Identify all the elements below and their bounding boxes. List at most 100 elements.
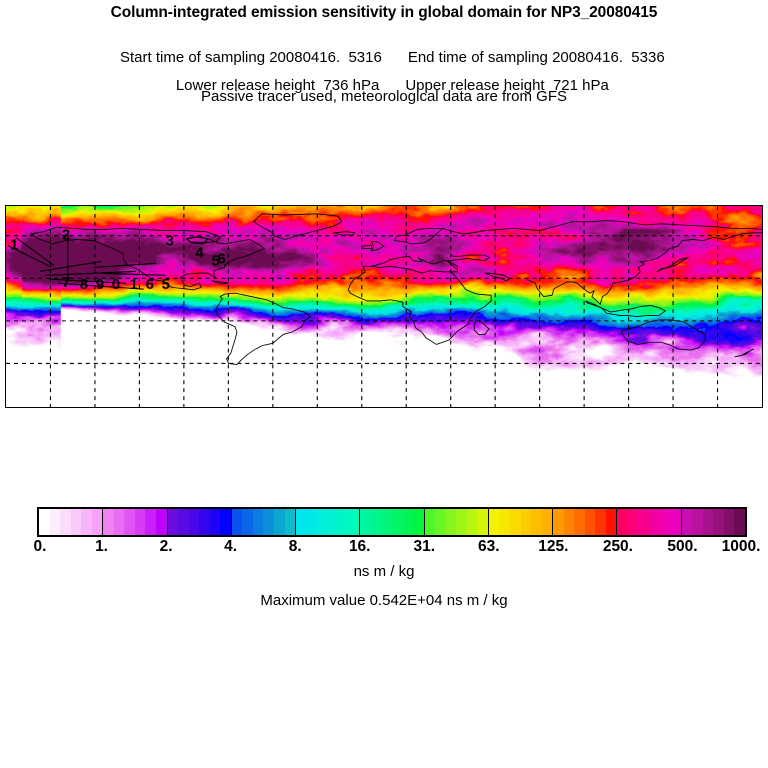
colorbar-band-4-2 xyxy=(317,509,328,535)
colorbar-tick-9: 250. xyxy=(602,538,633,555)
colorbar-segment-8 xyxy=(553,509,618,535)
upper-release-height-label: Upper release height 721 hPa xyxy=(405,77,609,94)
colorbar-band-5-2 xyxy=(381,509,392,535)
colorbar-band-4-4 xyxy=(338,509,349,535)
release-ray-5 xyxy=(45,270,136,276)
colorbar-band-3-4 xyxy=(273,509,285,535)
colorbar-band-7-1 xyxy=(499,509,510,535)
release-marker-7: 7 xyxy=(62,275,70,291)
colorbar-segment-3 xyxy=(231,509,297,535)
colorbar-band-1-0 xyxy=(103,509,114,535)
colorbar-segment-2 xyxy=(167,509,232,535)
colorbar-band-1-1 xyxy=(113,509,125,535)
colorbar-tick-10: 500. xyxy=(667,538,698,555)
colorbar-band-5-5 xyxy=(413,509,424,535)
colorbar-tick-1: 1. xyxy=(95,538,108,555)
colorbar-band-5-4 xyxy=(402,509,414,535)
colorbar-band-9-2 xyxy=(638,509,650,535)
colorbar-band-6-3 xyxy=(456,509,467,535)
coastline-black-sea xyxy=(445,254,490,272)
colorbar-band-3-5 xyxy=(284,509,296,535)
coastline-madagascar xyxy=(473,319,490,335)
colorbar-band-4-3 xyxy=(327,509,339,535)
colorbar-band-0-5 xyxy=(91,509,103,535)
colorbar-band-8-0 xyxy=(553,509,564,535)
release-marker-11: 1 xyxy=(130,277,138,293)
colorbar-band-3-0 xyxy=(231,509,243,535)
end-time-label: End time of sampling 20080416. 5336 xyxy=(407,49,665,66)
release-marker-0: 0 xyxy=(112,277,120,293)
colorbar-band-8-4 xyxy=(595,509,606,535)
colorbar-band-3-2 xyxy=(252,509,264,535)
colorbar-band-6-0 xyxy=(424,509,436,535)
release-marker-9: 9 xyxy=(96,277,104,293)
colorbar-band-9-1 xyxy=(627,509,639,535)
coastline-south-america xyxy=(215,292,312,365)
coastline-arabia-gulf xyxy=(484,272,511,282)
colorbar-segment-4 xyxy=(296,509,361,535)
colorbar-band-1-5 xyxy=(156,509,167,535)
colorbar-tick-11: 1000. xyxy=(721,538,761,555)
coastline-indonesia xyxy=(585,300,667,318)
release-marker-3: 3 xyxy=(166,234,174,250)
colorbar-band-10-0 xyxy=(681,509,693,535)
coastline-asia-east xyxy=(526,232,762,306)
colorbar-band-6-4 xyxy=(466,509,478,535)
coastline-japan xyxy=(656,256,689,273)
colorbar-band-5-3 xyxy=(391,509,403,535)
colorbar-band-0-1 xyxy=(49,509,61,535)
release-ray-7 xyxy=(57,282,144,290)
release-marker-6: 6 xyxy=(217,251,225,267)
release-ray-8 xyxy=(93,262,156,268)
colorbar-band-5-0 xyxy=(360,509,371,535)
colorbar-band-2-5 xyxy=(220,509,231,535)
colorbar-band-5-1 xyxy=(370,509,382,535)
page-title: Column-integrated emission sensitivity i… xyxy=(110,4,658,21)
colorbar-band-2-4 xyxy=(209,509,221,535)
coastline-ireland xyxy=(362,244,372,249)
colorbar-tick-8: 125. xyxy=(538,538,569,555)
colorbar-segment-1 xyxy=(103,509,168,535)
colorbar-band-9-4 xyxy=(659,509,671,535)
colorbar-band-9-3 xyxy=(649,509,660,535)
colorbar-band-0-0 xyxy=(39,509,50,535)
colorbar-band-7-2 xyxy=(509,509,521,535)
colorbar-band-10-1 xyxy=(692,509,703,535)
coastline-iceland xyxy=(333,231,356,236)
colorbar-band-8-2 xyxy=(574,509,585,535)
coastline-overlay xyxy=(30,213,762,365)
colorbar-band-4-5 xyxy=(348,509,360,535)
colorbar-tick-5: 16. xyxy=(348,538,371,555)
colorbar-band-8-3 xyxy=(584,509,596,535)
colorbar-segment-9 xyxy=(617,509,682,535)
lower-release-height-label: Lower release height 736 hPa xyxy=(175,77,380,94)
colorbar-band-6-5 xyxy=(477,509,488,535)
colorbar-band-3-1 xyxy=(242,509,253,535)
colorbar-segment-0 xyxy=(39,509,104,535)
colorbar-segment-6 xyxy=(424,509,489,535)
coastline-africa-west xyxy=(347,266,366,290)
colorbar-band-2-3 xyxy=(199,509,210,535)
coastline-arctic-eurasia xyxy=(393,220,762,245)
coastline-north-america xyxy=(30,226,266,291)
colorbar-band-10-3 xyxy=(713,509,724,535)
colorbar-tick-6: 31. xyxy=(413,538,436,555)
release-ray-6 xyxy=(51,278,126,284)
sampling-time-line: Start time of sampling 20080416. 5316 End… xyxy=(0,32,768,83)
colorbar-band-7-3 xyxy=(520,509,532,535)
colorbar-band-0-2 xyxy=(60,509,71,535)
colorbar-band-8-5 xyxy=(605,509,617,535)
colorbar-band-7-0 xyxy=(488,509,500,535)
colorbar-tick-labels: 0. 1. 2. 4. 8. 16. 31. 63. 125. 250. 500. 1000. xyxy=(0,538,768,560)
colorbar-gradient xyxy=(39,509,745,535)
colorbar-band-8-1 xyxy=(563,509,575,535)
release-ray-2 xyxy=(15,237,55,266)
colorbar-band-4-1 xyxy=(306,509,318,535)
colorbar-band-10-4 xyxy=(723,509,735,535)
colorbar-band-7-5 xyxy=(541,509,553,535)
colorbar-tick-4: 8. xyxy=(288,538,302,555)
release-height-line: Lower release height 736 hPa Upper releas… xyxy=(0,60,768,111)
release-marker-2: 2 xyxy=(62,228,70,244)
release-marker-8: 8 xyxy=(80,277,88,293)
